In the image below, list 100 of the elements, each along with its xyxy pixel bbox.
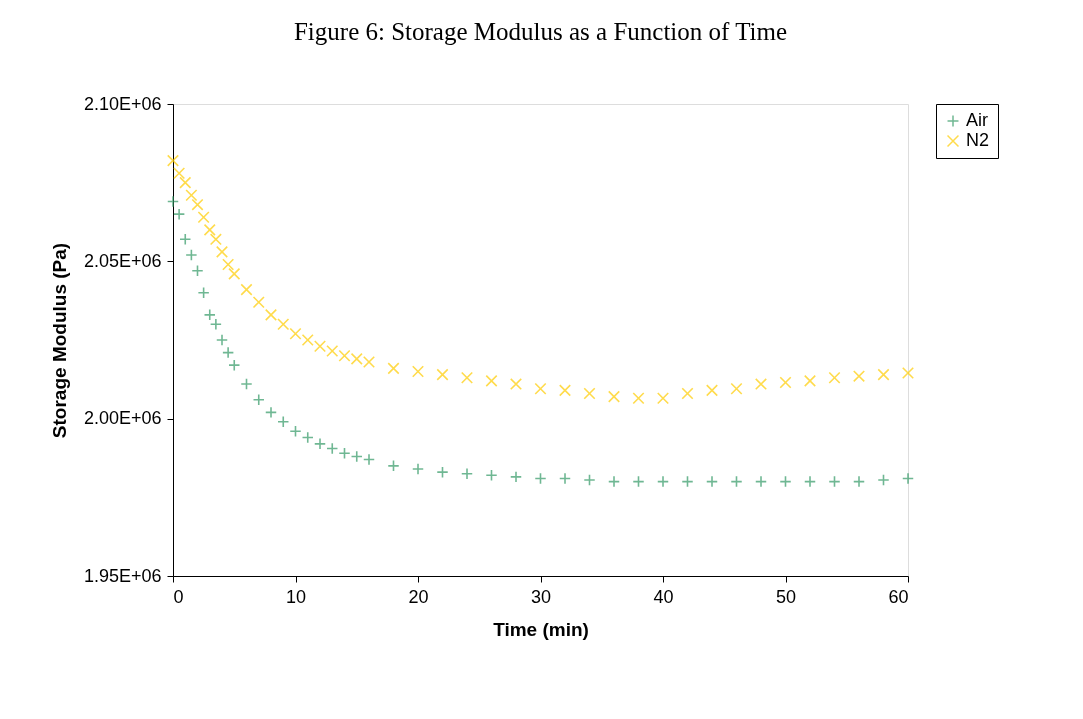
point [209,233,222,246]
x-axis-title: Time (min) [493,618,589,640]
point [705,384,719,397]
point [583,473,596,487]
point [264,308,278,321]
point [350,450,363,463]
point [203,308,216,321]
point [852,370,866,383]
point [197,286,210,299]
point [185,189,198,202]
point [877,473,890,487]
point [209,318,222,331]
point [460,371,474,384]
point [240,283,253,296]
point [240,378,253,391]
point [313,437,327,450]
x-tick-label: 40 [653,586,674,607]
point [509,470,523,483]
point [534,472,547,485]
point [166,195,180,208]
point [852,475,866,488]
point [289,327,302,340]
point [730,475,743,488]
point [436,466,449,479]
point [460,467,474,480]
x-tick-label: 60 [888,586,909,607]
point [173,167,186,180]
x-tick-label: 50 [775,586,797,607]
point [411,462,425,476]
point [411,365,425,378]
point [901,367,915,380]
point [191,198,204,211]
point [387,459,400,472]
point [252,296,265,309]
y-tick-label: 2.10E+06 [83,93,162,114]
point [387,362,400,375]
point [607,390,621,403]
point [185,249,198,262]
x-tick-label: 30 [530,586,552,607]
legend-label: Air [966,110,988,130]
point [166,154,180,167]
point [828,475,841,488]
point [730,382,743,395]
point [534,382,547,395]
point [485,374,498,387]
point [509,378,523,391]
point [754,475,768,488]
point [803,374,817,387]
point [681,387,694,400]
point [264,406,278,419]
x-tick-label: 0 [173,586,184,607]
point [485,469,498,482]
point [583,387,596,400]
point [754,378,768,391]
point [228,267,241,280]
point [277,415,290,428]
point [705,475,719,488]
point [362,453,376,466]
point [828,371,841,384]
point [436,368,449,381]
point [228,359,241,372]
point [558,384,572,397]
point [656,392,670,405]
point [252,393,265,406]
y-tick-label: 2.05E+06 [83,250,162,271]
point [803,475,817,488]
point [338,447,351,460]
point [350,352,363,365]
point [215,333,229,347]
point [901,472,915,485]
point [779,475,792,488]
y-tick-label: 2.00E+06 [83,408,162,429]
y-axis-title: Storage Modulus (Pa) [48,242,70,439]
point [632,475,645,488]
point [326,442,339,455]
point [301,333,314,347]
point [289,425,302,438]
point [301,431,314,444]
point [173,208,186,221]
point [203,223,216,236]
point [338,349,351,362]
point [877,368,890,381]
point [277,318,290,331]
point [326,344,339,358]
x-tick-label: 20 [408,586,429,607]
point [558,472,572,485]
point [681,475,694,488]
point [179,176,192,189]
point [362,355,376,369]
legend-label: N2 [966,130,990,150]
x-tick-label: 10 [285,586,307,607]
point [779,376,792,389]
point [179,233,192,246]
chart-title: Figure 6: Storage Modulus as a Function of Time [293,18,788,45]
point [222,346,235,359]
point [222,258,235,271]
point [656,475,670,488]
point [632,392,645,405]
point [191,264,204,277]
point [197,211,210,224]
